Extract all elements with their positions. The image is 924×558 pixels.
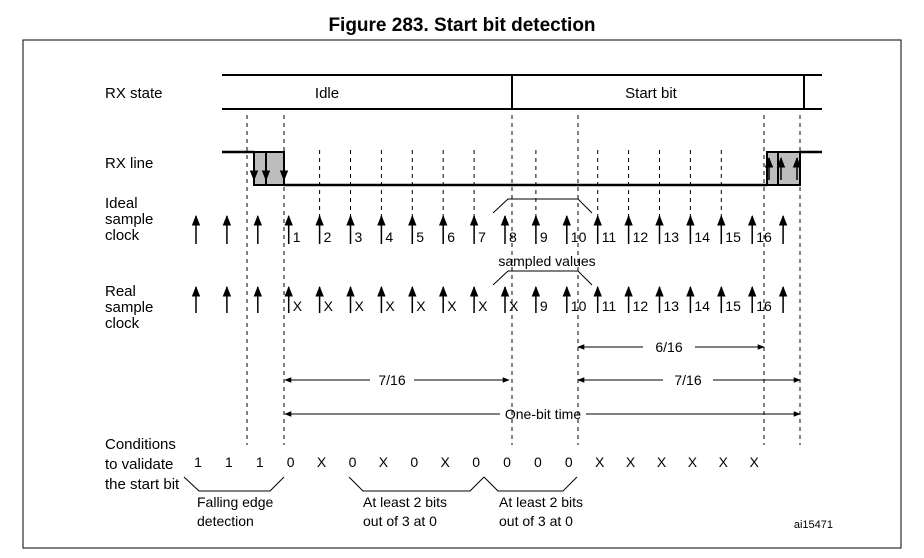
- rising-transition: [766, 151, 801, 186]
- six-sixteenths-label: 6/16: [655, 339, 682, 355]
- real-clock-tick-label: 14: [694, 298, 710, 314]
- real-clock-tick-label: X: [385, 298, 395, 314]
- real-clock-tick-label: 16: [756, 298, 772, 314]
- ideal-sampled-bracket: [492, 198, 593, 214]
- falling-transition: [253, 151, 285, 186]
- rx-state-timeline: [222, 74, 822, 110]
- ideal-clock-tick-label: 15: [725, 229, 741, 245]
- span-seven-sixteenths-left: 7/16: [284, 372, 510, 388]
- bits-group-2-line-2: out of 3 at 0: [499, 513, 573, 529]
- condition-value: 0: [287, 454, 295, 470]
- ideal-clock-tick-label: 9: [540, 229, 548, 245]
- condition-value: X: [688, 454, 698, 470]
- ideal-clock-tick-label: 3: [355, 229, 363, 245]
- condition-value: 0: [472, 454, 480, 470]
- span-one-bit-time: One-bit time: [284, 406, 801, 422]
- real-clock-label-2: sample: [105, 299, 153, 316]
- real-clock-tick-label: 11: [602, 298, 617, 314]
- ideal-clock-tick-label: 6: [447, 229, 455, 245]
- real-clock-label-3: clock: [105, 315, 140, 332]
- real-clock-tick-label: 13: [664, 298, 680, 314]
- real-clock-tick-label: X: [324, 298, 334, 314]
- span-six-sixteenths: 6/16: [577, 339, 765, 355]
- ideal-clock-label-1: Ideal: [105, 195, 138, 212]
- bits-group-1-line-2: out of 3 at 0: [363, 513, 437, 529]
- ideal-clock-tick-label: 13: [664, 229, 680, 245]
- real-clock-tick-label: X: [416, 298, 426, 314]
- condition-value: 0: [349, 454, 357, 470]
- real-clock-tick-label: X: [355, 298, 365, 314]
- figure-ref: ai15471: [794, 519, 833, 531]
- ideal-clock-tick-label: 5: [416, 229, 424, 245]
- ideal-clock-tick-label: 2: [324, 229, 332, 245]
- conditions-label-3: the start bit: [105, 476, 180, 493]
- conditions-values: 1 1 1 0 X 0 X 0 X 0 0 0 0 X X X X X X: [194, 454, 759, 470]
- span-seven-sixteenths-right: 7/16: [577, 372, 801, 388]
- bits-group-1-line-1: At least 2 bits: [363, 494, 447, 510]
- real-sample-clock: X X X X X X X X 9 10 11 12 13 14 15 16: [191, 285, 788, 314]
- condition-value: X: [317, 454, 327, 470]
- ideal-clock-tick-label: 1: [293, 229, 301, 245]
- sample-guide-lines: [246, 115, 801, 445]
- bits-group-2-bracket: [483, 476, 578, 492]
- real-clock-tick-label: 12: [633, 298, 649, 314]
- real-clock-tick-label: X: [447, 298, 457, 314]
- figure-title: Figure 283. Start bit detection: [328, 15, 596, 36]
- condition-value: X: [441, 454, 451, 470]
- condition-value: 0: [410, 454, 418, 470]
- falling-edge-bracket: [183, 476, 285, 492]
- one-bit-time-label: One-bit time: [505, 406, 581, 422]
- ideal-clock-tick-label: 7: [478, 229, 486, 245]
- seven-sixteenths-left-label: 7/16: [378, 372, 405, 388]
- rx-state-label: RX state: [105, 85, 163, 102]
- conditions-label-2: to validate: [105, 456, 173, 473]
- conditions-label-1: Conditions: [105, 436, 176, 453]
- ideal-clock-label-2: sample: [105, 211, 153, 228]
- rx-state-idle: Idle: [315, 85, 339, 102]
- condition-value: 0: [565, 454, 573, 470]
- condition-value: 1: [194, 454, 202, 470]
- real-clock-label-1: Real: [105, 283, 136, 300]
- real-sampled-bracket: [492, 270, 593, 286]
- real-clock-tick-label: X: [478, 298, 488, 314]
- ideal-sample-clock: 1 2 3 4 5 6 7 8 9 10 11 12 13 14 15 16: [191, 214, 788, 245]
- condition-value: X: [626, 454, 636, 470]
- ideal-clock-label-3: clock: [105, 227, 140, 244]
- condition-value: X: [379, 454, 389, 470]
- real-clock-tick-label: 15: [725, 298, 741, 314]
- ideal-clock-tick-label: 4: [385, 229, 393, 245]
- ideal-clock-tick-label: 11: [602, 229, 617, 245]
- seven-sixteenths-right-label: 7/16: [674, 372, 701, 388]
- rx-line-label: RX line: [105, 155, 153, 172]
- rx-state-start-bit: Start bit: [625, 85, 678, 102]
- ideal-clock-tick-label: 12: [633, 229, 649, 245]
- bits-group-1-bracket: [348, 476, 485, 492]
- sampled-values-label: sampled values: [498, 253, 595, 269]
- ideal-clock-tick-label: 16: [756, 229, 772, 245]
- condition-value: 0: [503, 454, 511, 470]
- ideal-clock-tick-label: 14: [694, 229, 710, 245]
- condition-value: X: [657, 454, 667, 470]
- figure-frame: [22, 39, 902, 549]
- rx-line-waveform: [222, 150, 822, 187]
- condition-value: X: [750, 454, 760, 470]
- real-clock-tick-label: X: [293, 298, 303, 314]
- condition-value: 0: [534, 454, 542, 470]
- condition-value: 1: [225, 454, 233, 470]
- condition-value: X: [719, 454, 729, 470]
- falling-edge-line-1: Falling edge: [197, 494, 273, 510]
- real-clock-tick-label: 10: [571, 298, 587, 314]
- real-clock-tick-label: X: [509, 298, 519, 314]
- condition-value: X: [595, 454, 605, 470]
- real-clock-tick-label: 9: [540, 298, 548, 314]
- ideal-clock-tick-label: 8: [509, 229, 517, 245]
- falling-edge-line-2: detection: [197, 513, 254, 529]
- ideal-clock-tick-label: 10: [571, 229, 587, 245]
- condition-value: 1: [256, 454, 264, 470]
- bits-group-2-line-1: At least 2 bits: [499, 494, 583, 510]
